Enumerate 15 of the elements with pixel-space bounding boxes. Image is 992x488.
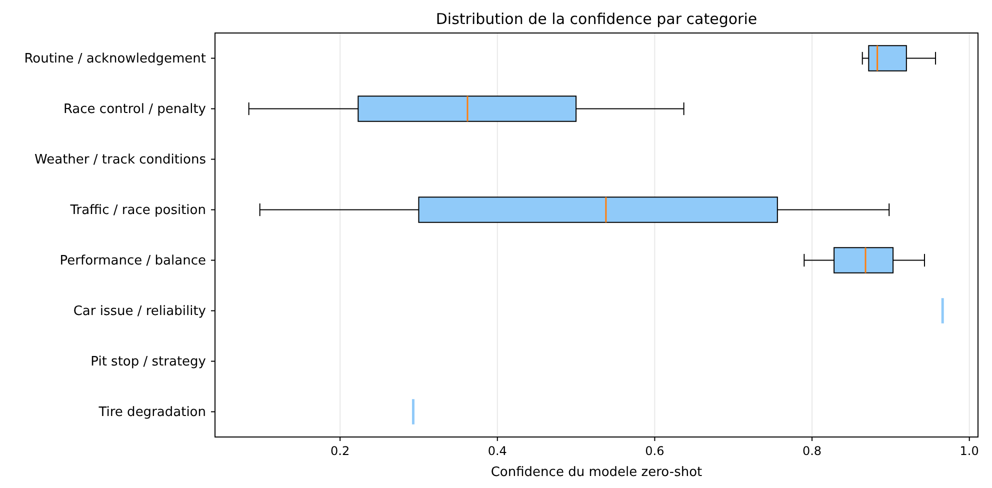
y-tick-label: Car issue / reliability xyxy=(73,304,206,319)
y-tick-label: Routine / acknowledgement xyxy=(24,51,206,66)
y-tick-label: Tire degradation xyxy=(98,404,206,420)
y-tick-label: Pit stop / strategy xyxy=(90,354,206,370)
x-tick-label: 0.4 xyxy=(488,444,507,458)
x-axis-title: Confidence du modele zero-shot xyxy=(490,465,702,480)
y-tick-label: Traffic / race position xyxy=(69,202,206,218)
y-tick-label: Race control / penalty xyxy=(63,102,206,117)
x-tick-label: 0.2 xyxy=(330,444,350,458)
chart-title: Distribution de la confidence par categorie xyxy=(436,10,758,28)
x-tick-label: 0.6 xyxy=(645,444,664,458)
y-tick-label: Performance / balance xyxy=(60,253,206,268)
y-tick-label: Weather / track conditions xyxy=(34,152,206,168)
x-tick-label: 0.8 xyxy=(802,444,822,458)
x-tick-label: 1.0 xyxy=(960,444,979,458)
